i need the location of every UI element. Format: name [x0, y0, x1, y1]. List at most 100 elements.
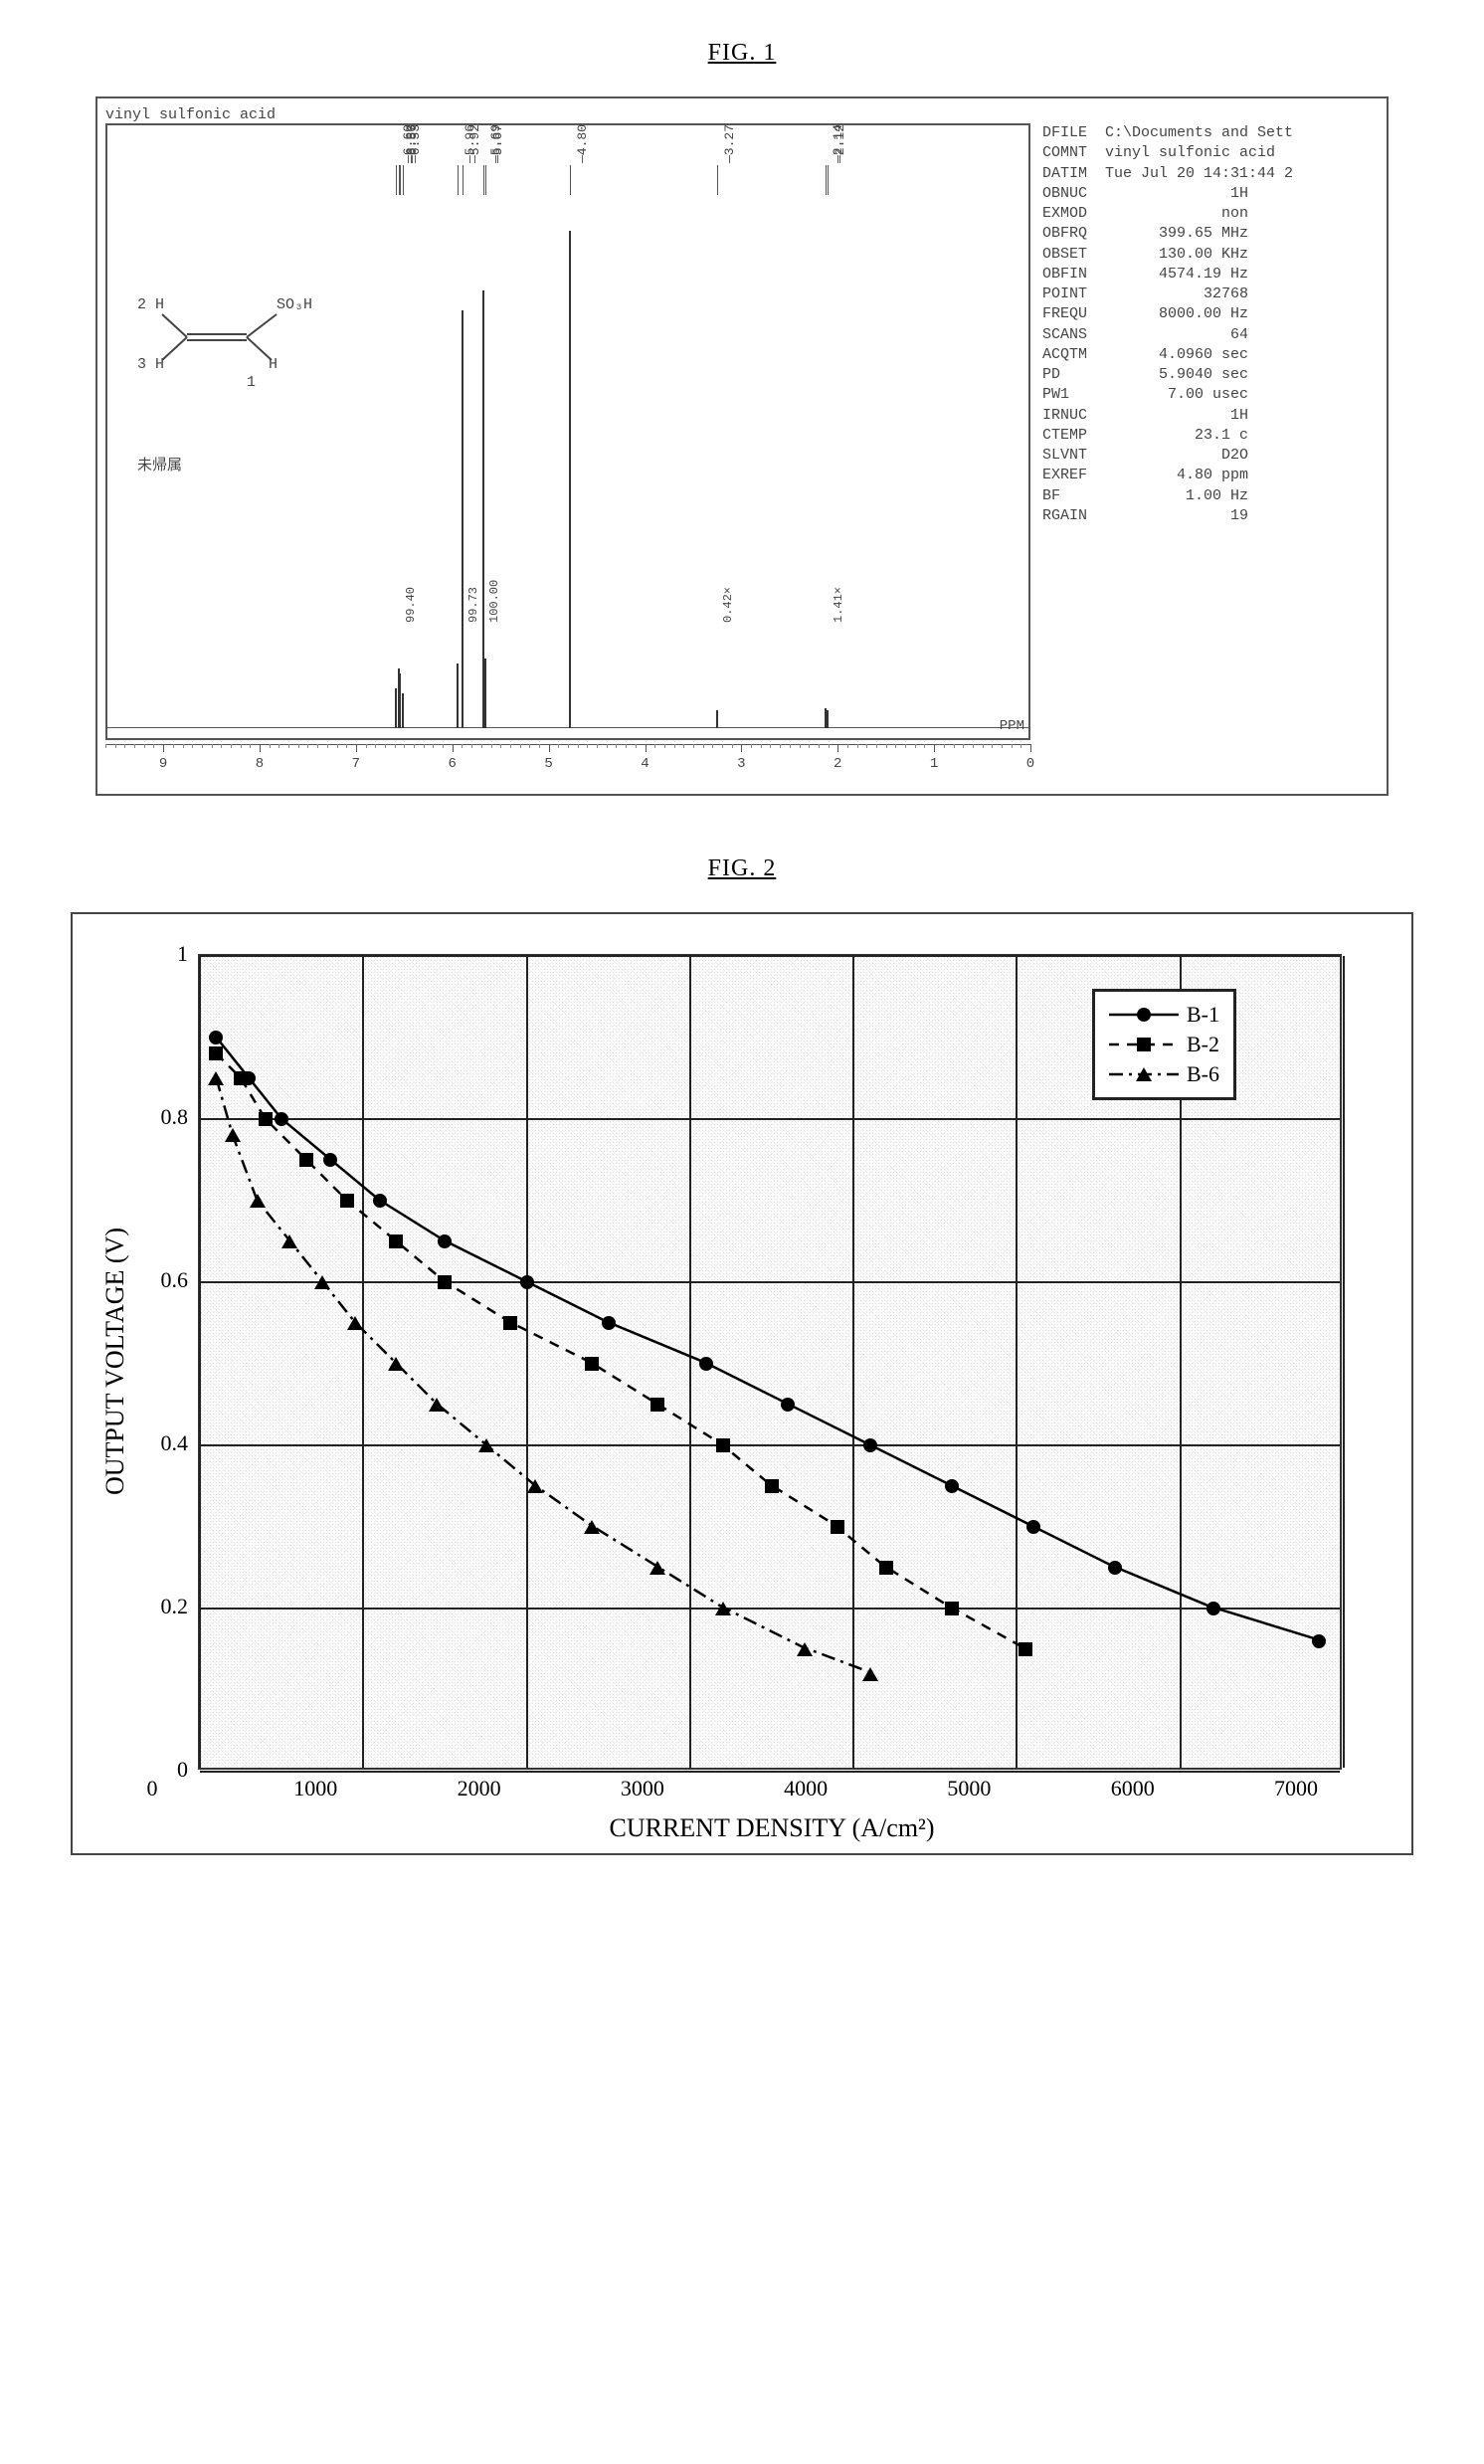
- axis-tick-label: 5: [544, 756, 552, 772]
- structure-label-H: H: [269, 356, 278, 373]
- y-tick-label: 1: [177, 941, 188, 967]
- peak-lead-line: [458, 165, 459, 195]
- nmr-parameter-row: PD 5.9040 sec: [1042, 365, 1379, 385]
- series-marker-B-2: [340, 1194, 354, 1208]
- nmr-panel: vinyl sulfonic acid: [95, 96, 1389, 796]
- integral-label: 0.42×: [721, 587, 735, 623]
- series-marker-B-1: [438, 1234, 452, 1248]
- series-marker-B-6: [527, 1479, 543, 1493]
- axis-tick-label: 8: [256, 756, 264, 772]
- nmr-parameter-row: CTEMP 23.1 c: [1042, 426, 1379, 446]
- nmr-parameter-row: DFILE C:\Documents and Sett: [1042, 123, 1379, 143]
- grid-line-v: [1343, 956, 1345, 1768]
- peak-lead-line: [570, 165, 571, 195]
- figure-1: FIG. 1 vinyl sulfonic acid: [30, 40, 1454, 796]
- nmr-parameter-list: DFILE C:\Documents and SettCOMNT vinyl s…: [1030, 123, 1379, 794]
- nmr-parameter-row: ACQTM 4.0960 sec: [1042, 345, 1379, 365]
- series-marker-B-2: [765, 1479, 779, 1493]
- nmr-parameter-row: OBNUC 1H: [1042, 184, 1379, 204]
- series-marker-B-6: [429, 1398, 445, 1412]
- nmr-parameter-row: BF 1.00 Hz: [1042, 486, 1379, 506]
- nmr-peak: [716, 710, 718, 728]
- series-marker-B-6: [388, 1357, 404, 1371]
- nmr-parameter-row: SLVNT D2O: [1042, 446, 1379, 466]
- peak-lead-line: [463, 165, 464, 195]
- x-tick-label: 6000: [1111, 1776, 1155, 1801]
- integral-label: 99.40: [404, 587, 418, 623]
- series-marker-B-2: [1019, 1642, 1032, 1656]
- nmr-peak: [569, 231, 571, 728]
- ppm-axis-label: PPM: [1000, 718, 1024, 734]
- nmr-parameter-row: IRNUC 1H: [1042, 406, 1379, 426]
- peak-label: —2.123: [833, 123, 847, 163]
- series-marker-B-2: [209, 1046, 223, 1060]
- series-marker-B-2: [389, 1234, 403, 1248]
- series-marker-B-2: [716, 1438, 730, 1452]
- series-marker-B-6: [347, 1316, 363, 1330]
- y-tick-label: 0.4: [161, 1430, 189, 1456]
- axis-tick-label: 9: [159, 756, 167, 772]
- structure-label-1: 1: [247, 374, 256, 391]
- x-tick-label: 3000: [621, 1776, 664, 1801]
- peak-lead-line: [826, 165, 827, 195]
- legend-row-B-1: B-1: [1109, 1000, 1219, 1030]
- iv-plot-area: B-1B-2B-6: [198, 954, 1342, 1770]
- peak-lead-line: [483, 165, 484, 195]
- structure-label-3H: 3 H: [137, 356, 164, 373]
- axis-tick-label: 3: [737, 756, 745, 772]
- series-line-B-1: [216, 1038, 1315, 1639]
- series-marker-B-6: [250, 1194, 266, 1208]
- integral-label: 99.73: [466, 587, 480, 623]
- series-marker-B-6: [584, 1520, 600, 1534]
- legend-row-B-6: B-6: [1109, 1059, 1219, 1089]
- nmr-parameter-row: DATIM Tue Jul 20 14:31:44 2: [1042, 164, 1379, 184]
- nmr-parameter-row: POINT 32768: [1042, 284, 1379, 304]
- figure-2: FIG. 2 OUTPUT VOLTAGE (V) 00.20.40.60.81…: [30, 855, 1454, 1855]
- nmr-peak: [402, 693, 404, 728]
- series-marker-B-2: [585, 1357, 599, 1371]
- nmr-spectrum: 2 H SO₃H 3 H H 1 未帰属 PPM —6.605—6.579—6.…: [105, 123, 1030, 740]
- series-marker-B-1: [602, 1316, 616, 1330]
- structure-inset: 2 H SO₃H 3 H H 1: [137, 294, 336, 414]
- series-marker-B-1: [275, 1112, 288, 1126]
- series-line-B-2: [216, 1053, 1021, 1647]
- series-marker-B-6: [715, 1602, 731, 1615]
- peak-label: —4.803: [575, 123, 590, 163]
- series-marker-B-6: [649, 1561, 665, 1575]
- series-marker-B-2: [259, 1112, 273, 1126]
- peak-label: —5.673: [490, 123, 505, 163]
- nmr-parameter-row: EXMOD non: [1042, 204, 1379, 224]
- x-tick-label: 5000: [947, 1776, 991, 1801]
- series-marker-B-1: [1312, 1634, 1326, 1648]
- iv-y-axis: 00.20.40.60.81: [138, 954, 198, 1770]
- integral-label: 100.00: [487, 580, 501, 623]
- series-marker-B-1: [1206, 1602, 1220, 1615]
- axis-tick-label: 4: [641, 756, 649, 772]
- series-marker-B-1: [863, 1438, 877, 1452]
- series-marker-B-6: [314, 1275, 330, 1289]
- series-marker-B-2: [503, 1316, 517, 1330]
- peak-label: —5.920: [467, 123, 482, 163]
- series-marker-B-2: [234, 1071, 248, 1085]
- series-marker-B-2: [831, 1520, 844, 1534]
- integral-label: 1.41×: [832, 587, 845, 623]
- y-tick-label: 0.8: [161, 1104, 189, 1130]
- series-marker-B-6: [281, 1234, 297, 1248]
- nmr-peak: [462, 310, 464, 728]
- axis-tick-label: 6: [449, 756, 457, 772]
- y-tick-label: 0.2: [161, 1594, 189, 1619]
- series-marker-B-1: [1108, 1561, 1122, 1575]
- y-tick-label: 0.6: [161, 1267, 189, 1293]
- nmr-parameter-row: SCANS 64: [1042, 325, 1379, 345]
- nmr-parameter-row: PW1 7.00 usec: [1042, 385, 1379, 405]
- series-marker-B-1: [781, 1398, 795, 1412]
- series-marker-B-6: [862, 1667, 878, 1681]
- peak-lead-line: [485, 165, 486, 195]
- iv-chart-panel: OUTPUT VOLTAGE (V) 00.20.40.60.81 B-1B-2…: [71, 912, 1413, 1855]
- nmr-parameter-row: OBFRQ 399.65 MHz: [1042, 224, 1379, 244]
- series-marker-B-2: [945, 1602, 959, 1615]
- axis-tick-label: 2: [834, 756, 841, 772]
- series-marker-B-6: [208, 1071, 224, 1085]
- series-marker-B-2: [299, 1153, 313, 1167]
- series-marker-B-1: [945, 1479, 959, 1493]
